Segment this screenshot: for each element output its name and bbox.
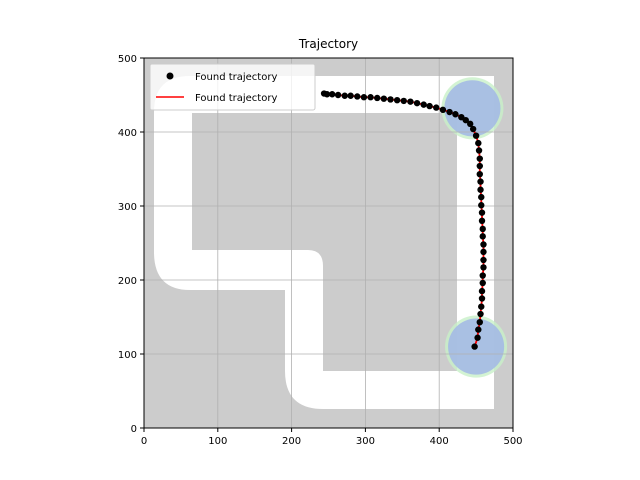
trajectory-point [446,108,453,116]
trajectory-point [347,92,354,99]
trajectory-point [341,92,348,99]
grid-lines [144,58,513,428]
legend-marker-points [166,72,174,80]
trajectory-point [380,95,388,102]
trajectory-point [466,120,474,128]
x-tick-label: 100 [208,436,227,447]
x-tick-label: 400 [430,436,449,447]
trajectory-point [478,202,485,209]
trajectory-point [475,147,483,154]
y-tick-label: 100 [118,350,137,361]
trajectory-point [479,233,486,240]
x-tick-label: 0 [141,436,147,447]
trajectory-point [480,256,487,264]
trajectory-point [480,264,487,271]
x-tick-label: 500 [503,436,522,447]
trajectory-point [478,217,486,224]
trajectory-point [478,287,486,295]
goal-region [444,80,501,137]
trajectory-point [475,326,482,333]
trajectory-point [479,225,486,233]
x-tick-label: 300 [356,436,375,447]
trajectory-point [387,96,394,103]
x-tick-label: 200 [282,436,301,447]
trajectory-point [452,111,459,118]
trajectory-point [354,93,361,100]
trajectory-point [477,178,484,185]
chart-title: Trajectory [298,37,358,51]
trajectory-point [479,272,486,279]
legend: Found trajectory Found trajectory [149,63,316,111]
y-tick-label: 300 [118,202,137,213]
trajectory-points-layer [320,90,487,350]
trajectory-point [469,125,477,133]
trajectory-point [407,98,414,105]
trajectory-point [474,334,481,341]
trajectory-point [367,94,374,101]
trajectory-point [413,99,421,107]
axes-frame [143,57,514,429]
trajectory-point [476,162,483,170]
trajectory-point [478,193,485,201]
y-tick-label: 200 [118,276,137,287]
trajectory-point [475,139,482,147]
y-tick-label: 0 [131,424,137,435]
legend-label-line: Found trajectory [195,93,277,104]
trajectory-point [480,241,487,248]
trajectory-point [439,106,447,114]
trajectory-point [400,97,407,105]
trajectory-point [320,90,328,97]
trajectory-point [476,318,483,326]
plot-area [144,58,513,428]
trajectory-point [479,279,486,287]
trajectory-point [471,343,478,350]
trajectory-point [480,248,487,256]
trajectory-point [334,91,342,99]
trajectory-point [478,303,485,310]
legend-box [149,63,316,111]
trajectory-point [476,155,483,162]
y-axis: 0 100 200 300 400 500 [118,54,144,435]
x-axis: 0 100 200 300 400 500 [141,428,523,447]
trajectory-point [426,102,433,110]
trajectory-point [472,132,480,139]
y-tick-label: 400 [118,128,137,139]
trajectory-point [476,170,483,178]
legend-label-points: Found trajectory [195,72,277,83]
trajectory-point [433,104,440,111]
trajectory-point [478,209,486,216]
trajectory-point [477,186,484,193]
trajectory-point [393,96,401,104]
trajectory-point [478,295,486,302]
trajectory-point [360,94,368,101]
trajectory-point [458,114,465,121]
y-tick-label: 500 [118,54,137,65]
trajectory-point [420,101,427,108]
trajectory-point [374,94,381,102]
trajectory-point [477,310,484,318]
trajectory-point [328,91,336,98]
